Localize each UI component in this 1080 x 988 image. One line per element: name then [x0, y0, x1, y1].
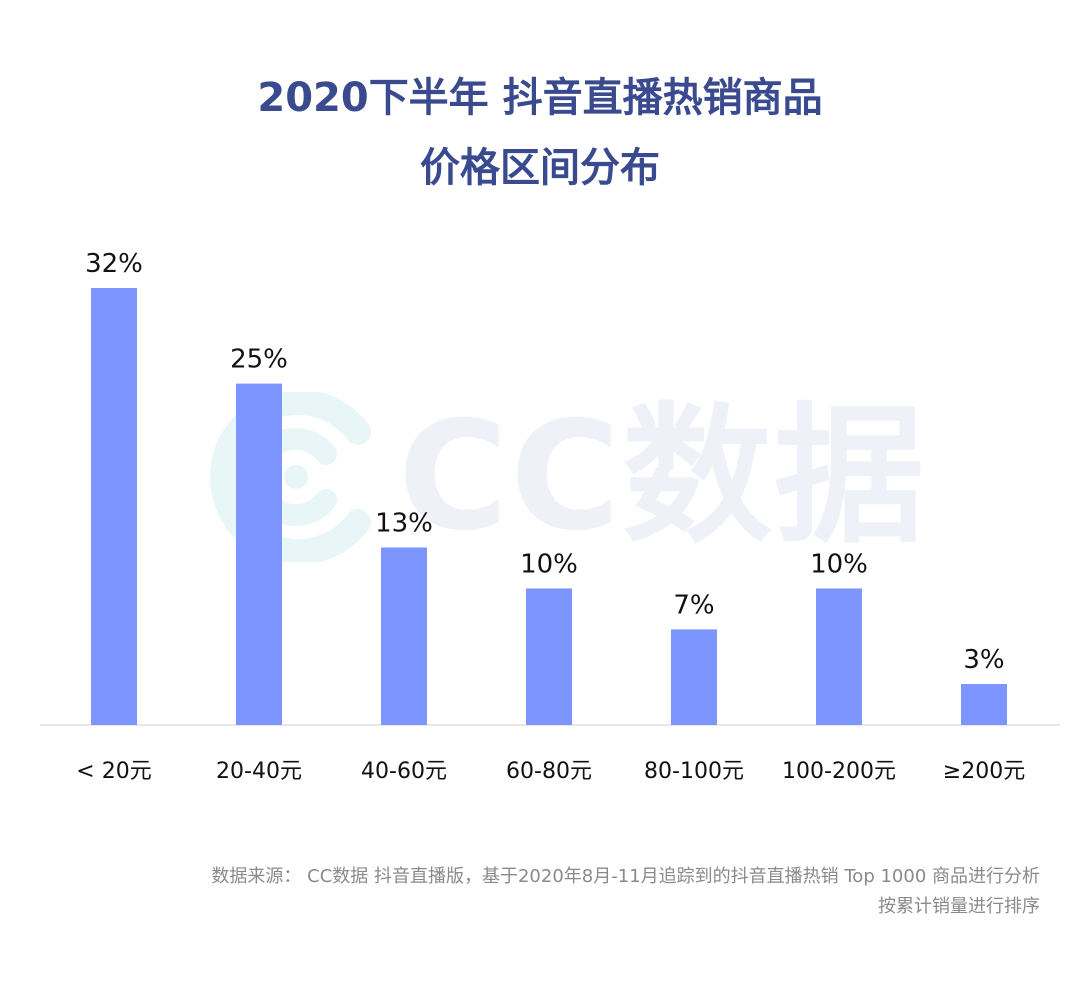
x-tick-label: 20-40元	[216, 759, 302, 784]
x-tick-label: 40-60元	[361, 759, 447, 784]
data-label: 10%	[810, 549, 868, 579]
data-label: 10%	[520, 549, 578, 579]
source-note: 数据来源： CC数据 抖音直播版，基于2020年8月-11月追踪到的抖音直播热销…	[211, 866, 1040, 887]
x-tick-label: ≥200元	[943, 759, 1025, 784]
bar	[381, 547, 427, 725]
data-label: 13%	[375, 508, 433, 538]
data-label: 32%	[85, 249, 143, 279]
source-note-sort: 按累计销量进行排序	[878, 896, 1040, 917]
bar	[816, 588, 862, 725]
x-tick-label: < 20元	[76, 759, 151, 784]
bar	[91, 288, 137, 725]
x-tick-label: 100-200元	[782, 759, 896, 784]
bar-chart: 32% 25% 13% 10% 7% 10% 3% < 20元 20-40元 40-60元 60-…	[40, 249, 1060, 784]
bar	[961, 684, 1007, 725]
bar	[526, 588, 572, 725]
data-label: 7%	[673, 590, 714, 620]
bar	[236, 383, 282, 725]
x-tick-label: 80-100元	[644, 759, 744, 784]
bar	[671, 629, 717, 725]
data-label: 25%	[230, 345, 288, 375]
chart-title: 2020下半年 抖音直播热销商品	[257, 75, 823, 121]
data-label: 3%	[963, 645, 1004, 675]
x-tick-label: 60-80元	[506, 759, 592, 784]
chart-subtitle: 价格区间分布	[420, 145, 660, 191]
